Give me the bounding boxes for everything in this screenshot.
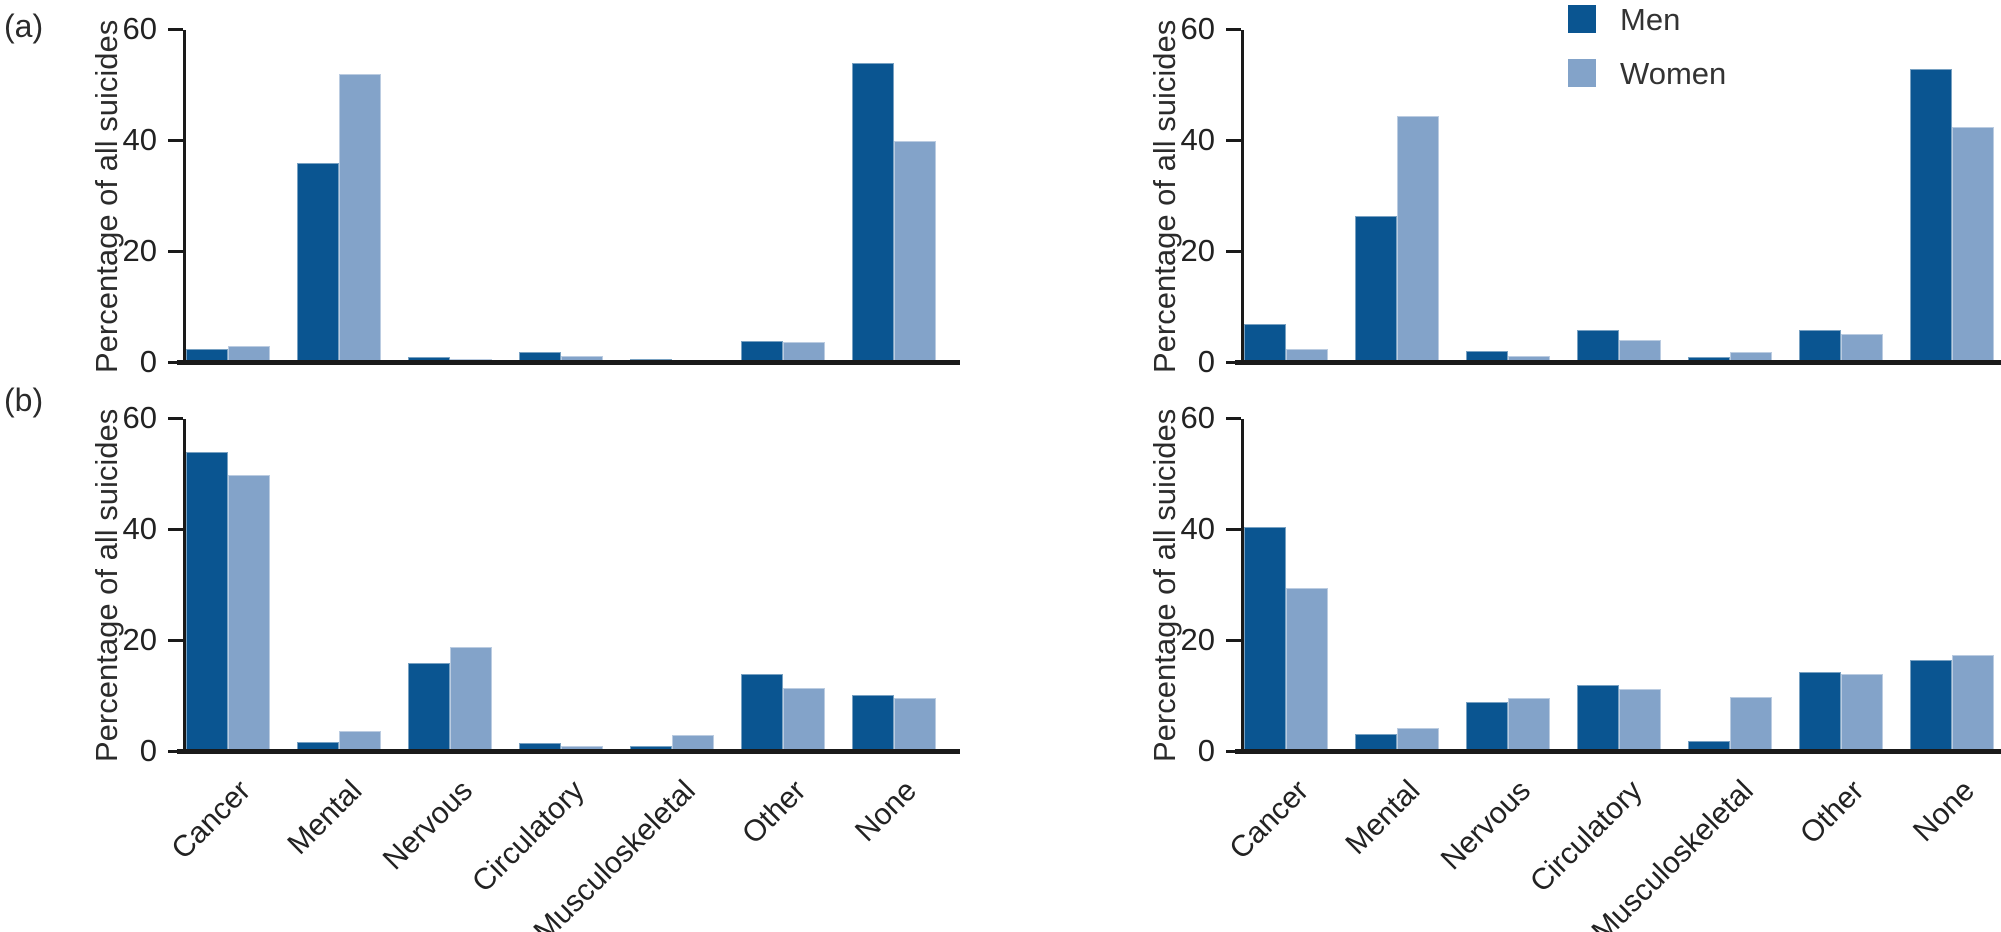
panel-label-b: (b) xyxy=(4,382,44,418)
category-label-nervous: Nervous xyxy=(377,774,480,877)
bar-men-none xyxy=(1910,68,1952,363)
bar-men-none xyxy=(852,63,894,363)
y-tick-label-40: 40 xyxy=(122,122,157,157)
y-tick-40 xyxy=(1226,139,1241,142)
y-tick-label-20: 20 xyxy=(1180,233,1215,268)
bar-men-circulatory xyxy=(1577,685,1619,752)
bar-women-nervous xyxy=(1508,697,1550,752)
bar-men-none xyxy=(852,695,894,752)
y-tick-label-20: 20 xyxy=(122,233,157,268)
y-tick-40 xyxy=(168,139,183,142)
bar-women-mental xyxy=(339,74,381,363)
x-axis-line xyxy=(1235,749,2001,754)
category-label-none: None xyxy=(849,774,924,849)
bar-men-circulatory xyxy=(1577,329,1619,363)
y-tick-label-40: 40 xyxy=(1180,122,1215,157)
bar-men-none xyxy=(1910,660,1952,752)
category-label-other: Other xyxy=(735,774,813,851)
men-color-swatch xyxy=(1568,5,1596,33)
category-label-mental: Mental xyxy=(1339,774,1427,862)
category-label-cancer: Cancer xyxy=(1223,774,1316,866)
y-tick-label-0: 0 xyxy=(139,344,157,379)
y-tick-20 xyxy=(168,250,183,253)
chart-panel-a-left: Percentage of all suicides 0 20 40 60 xyxy=(89,12,960,379)
y-tick-label-60: 60 xyxy=(1180,11,1215,46)
bar-men-cancer xyxy=(1244,527,1286,752)
bar-men-mental xyxy=(1355,215,1397,363)
bar-women-none xyxy=(894,141,936,363)
bar-men-mental xyxy=(297,163,339,363)
bar-women-cancer xyxy=(1286,588,1328,752)
bar-men-other xyxy=(1799,671,1841,752)
bar-women-other xyxy=(1841,333,1883,363)
y-tick-0 xyxy=(168,361,183,364)
bar-men-other xyxy=(741,674,783,752)
x-axis-line xyxy=(1235,360,2001,365)
y-axis-line xyxy=(1241,30,1244,363)
category-label-none: None xyxy=(1907,774,1982,849)
bar-women-other xyxy=(1841,674,1883,752)
bar-men-cancer xyxy=(186,452,228,752)
y-tick-label-40: 40 xyxy=(122,511,157,546)
bar-men-nervous xyxy=(408,663,450,752)
category-label-other: Other xyxy=(1793,774,1871,851)
y-axis-line xyxy=(183,419,186,752)
y-axis-title: Percentage of all suicides xyxy=(1147,19,1182,374)
y-tick-0 xyxy=(1226,750,1241,753)
y-tick-40 xyxy=(1226,528,1241,531)
y-tick-0 xyxy=(168,750,183,753)
y-tick-label-0: 0 xyxy=(1197,733,1215,768)
y-axis-title: Percentage of all suicides xyxy=(89,408,124,763)
y-tick-label-0: 0 xyxy=(139,733,157,768)
y-tick-60 xyxy=(168,28,183,31)
bar-women-nervous xyxy=(450,646,492,752)
category-label-mental: Mental xyxy=(281,774,369,862)
y-tick-label-60: 60 xyxy=(1180,400,1215,435)
chart-panel-a-right: Percentage of all suicides 0 20 40 60 xyxy=(1147,12,2001,379)
category-label-cancer: Cancer xyxy=(165,774,258,866)
y-tick-label-60: 60 xyxy=(122,11,157,46)
bar-women-none xyxy=(1952,654,1994,752)
y-tick-20 xyxy=(1226,250,1241,253)
y-axis-line xyxy=(183,30,186,363)
bar-men-nervous xyxy=(1466,702,1508,752)
y-tick-60 xyxy=(1226,417,1241,420)
y-tick-0 xyxy=(1226,361,1241,364)
y-tick-20 xyxy=(168,639,183,642)
bar-men-other xyxy=(1799,329,1841,363)
y-tick-label-20: 20 xyxy=(122,622,157,657)
bar-men-cancer xyxy=(1244,324,1286,363)
category-label-nervous: Nervous xyxy=(1435,774,1538,877)
y-axis-title: Percentage of all suicides xyxy=(1147,408,1182,763)
bar-women-none xyxy=(894,698,936,752)
y-tick-label-0: 0 xyxy=(1197,344,1215,379)
chart-panel-b-left: Percentage of all suicides 0 20 40 60 Cance… xyxy=(89,401,960,932)
bar-women-other xyxy=(783,688,825,752)
bar-women-cancer xyxy=(228,474,270,752)
bar-women-none xyxy=(1952,127,1994,363)
y-tick-label-20: 20 xyxy=(1180,622,1215,657)
y-tick-60 xyxy=(168,417,183,420)
y-tick-60 xyxy=(1226,28,1241,31)
bar-women-circulatory xyxy=(1619,689,1661,752)
y-axis-line xyxy=(1241,419,1244,752)
y-axis-title: Percentage of all suicides xyxy=(89,19,124,374)
women-color-swatch xyxy=(1568,59,1596,87)
x-axis-line xyxy=(177,749,960,754)
y-tick-label-40: 40 xyxy=(1180,511,1215,546)
y-tick-20 xyxy=(1226,639,1241,642)
panel-label-a: (a) xyxy=(4,8,44,44)
legend-label-men: Men xyxy=(1620,2,1681,37)
y-tick-40 xyxy=(168,528,183,531)
bar-women-mental xyxy=(1397,116,1439,363)
legend-label-women: Women xyxy=(1620,56,1727,91)
y-tick-label-60: 60 xyxy=(122,400,157,435)
bar-women-musculoskeletal xyxy=(1730,696,1772,752)
chart-panel-b-right: Percentage of all suicides 0 20 40 60 Cance… xyxy=(1147,401,2001,932)
x-axis-line xyxy=(177,360,960,365)
